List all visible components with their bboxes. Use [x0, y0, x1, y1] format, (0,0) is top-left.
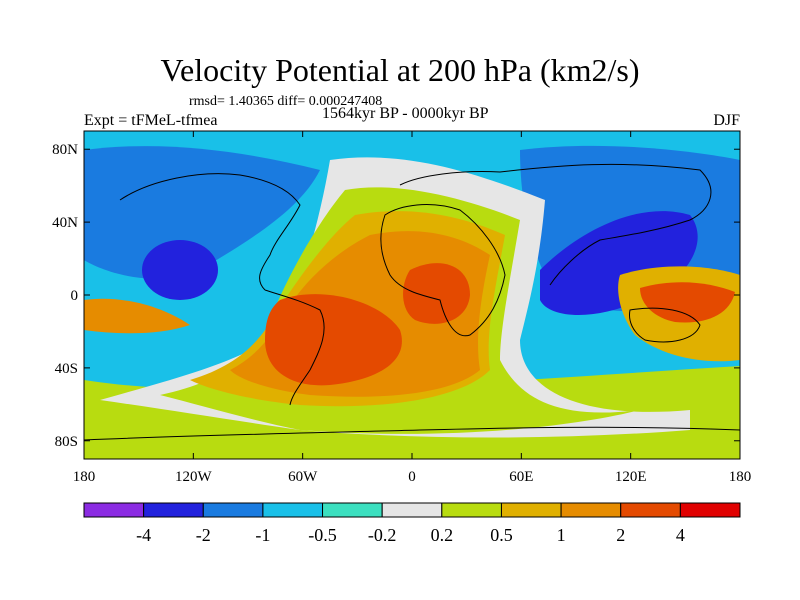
colorbar: -4 -2 -1 -0.5 -0.2 0.2 0.5 1 2 4 [83, 502, 741, 545]
field-band-2-southamerica [265, 294, 402, 386]
colorbar-label: 0.2 [431, 525, 454, 545]
stats-label: rmsd= 1.40365 diff= 0.000247408 [189, 94, 383, 109]
coastlines [84, 163, 740, 441]
field-band-minus-2-eastpacific [142, 240, 218, 300]
x-tick-label: 180 [73, 469, 96, 485]
coast-south-america [264, 289, 325, 406]
x-tick-label: 60E [509, 469, 533, 485]
y-tick-label: 40N [52, 215, 78, 231]
colorbar-label: 0.5 [490, 525, 513, 545]
y-tick-label: 80N [52, 142, 78, 158]
colorbar-swatch [322, 502, 383, 518]
colorbar-label: -0.5 [308, 525, 337, 545]
field-band-2-swpacific [640, 282, 735, 323]
colorbar-swatch [560, 502, 622, 518]
coast-north-america [119, 173, 301, 291]
field-band-1-westedge [84, 298, 190, 334]
x-tick-label: 180 [729, 469, 752, 485]
field-band-2-africa [403, 263, 470, 324]
colorbar-label: -2 [196, 525, 211, 545]
colorbar-swatch [381, 502, 443, 518]
y-tick-label: 80S [55, 434, 78, 450]
colorbar-swatch [83, 502, 145, 518]
y-axis: 80N 40N 0 40S 80S [52, 142, 740, 450]
colorbar-swatch [441, 502, 502, 518]
x-tick-label: 120W [175, 469, 213, 485]
colorbar-swatch [620, 502, 681, 518]
field-band-minus-1-northpacific [84, 146, 320, 279]
x-axis: 180 120W 60W 0 60E 120E 180 [73, 131, 752, 485]
colorbar-swatch [679, 502, 741, 518]
y-tick-label: 0 [71, 288, 79, 304]
colorbar-label: 4 [676, 525, 685, 545]
colorbar-swatch [202, 502, 264, 518]
colorbar-swatch [500, 502, 562, 518]
x-tick-label: 0 [408, 469, 416, 485]
colorbar-label: -4 [136, 525, 151, 545]
contour-field [84, 131, 740, 459]
colorbar-swatch [143, 502, 204, 518]
colorbar-label: -1 [255, 525, 270, 545]
experiment-label: Expt = tFMeL-tfmea [84, 112, 218, 129]
x-tick-label: 60W [288, 469, 318, 485]
chart-title: Velocity Potential at 200 hPa (km2/s) [160, 52, 640, 88]
x-tick-label: 120E [615, 469, 647, 485]
colorbar-label: -0.2 [368, 525, 397, 545]
coast-eurasia [399, 163, 712, 286]
colorbar-label: 1 [557, 525, 566, 545]
coast-australia [629, 307, 701, 343]
coast-antarctica [84, 426, 740, 441]
y-tick-label: 40S [55, 361, 78, 377]
colorbar-swatch [262, 502, 324, 518]
season-label: DJF [713, 112, 740, 129]
period-label: 1564kyr BP - 0000kyr BP [322, 105, 489, 122]
colorbar-label: 2 [616, 525, 625, 545]
coast-africa [380, 204, 506, 337]
